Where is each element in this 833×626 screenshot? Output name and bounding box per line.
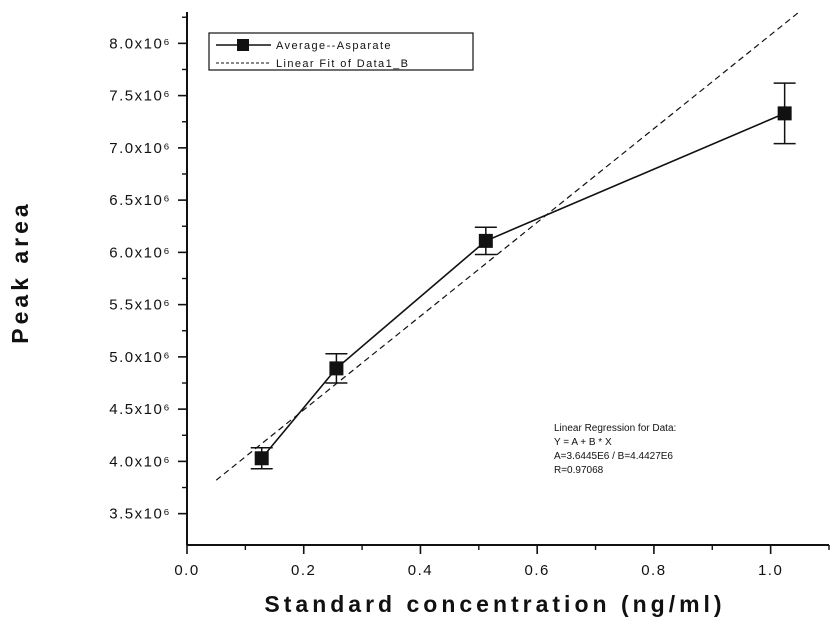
legend-box: [208, 32, 474, 71]
legend: Average--Asparate Linear Fit of Data1_B: [208, 32, 474, 71]
y-tick-label: 7.5x10⁶: [109, 88, 171, 105]
y-axis-ticks: 3.5x10⁶ 4.0x10⁶ 4.5x10⁶ 5.0x10⁶ 5.5x10⁶ 6.0x1…: [109, 16, 187, 523]
annotation-line: R=0.97068: [554, 465, 604, 476]
data-point-marker: [478, 233, 493, 248]
x-axis-title: Standard concentration (ng/ml): [264, 591, 725, 617]
axes: [186, 12, 829, 546]
y-axis-title: Peak area: [7, 200, 33, 343]
legend-item-linear-fit: Linear Fit of Data1_B: [216, 58, 409, 70]
x-tick-label: 0.0: [174, 562, 199, 579]
y-tick-label: 4.5x10⁶: [109, 401, 171, 418]
legend-item-average-asparate: Average--Asparate: [216, 39, 392, 52]
y-tick-label: 5.5x10⁶: [109, 297, 171, 314]
legend-square-marker: [237, 39, 249, 51]
regression-annotation: Linear Regression for Data: Y = A + B * …: [554, 423, 676, 476]
data-point-marker: [329, 361, 344, 376]
y-tick-label: 6.5x10⁶: [109, 192, 171, 209]
series-layer: [215, 11, 800, 481]
y-tick-label: 4.0x10⁶: [109, 453, 171, 470]
legend-label: Average--Asparate: [276, 40, 392, 52]
y-tick-label: 5.0x10⁶: [109, 349, 171, 366]
y-tick-label: 7.0x10⁶: [109, 140, 171, 157]
annotation-line: Y = A + B * X: [554, 437, 612, 448]
y-tick-label: 6.0x10⁶: [109, 244, 171, 261]
average-asparate-line: [261, 112, 785, 459]
x-tick-label: 0.4: [408, 562, 433, 579]
y-tick-label: 3.5x10⁶: [109, 506, 171, 523]
x-tick-label: 0.2: [291, 562, 316, 579]
x-tick-label: 0.6: [525, 562, 550, 579]
x-tick-label: 0.8: [641, 562, 666, 579]
annotation-line: Linear Regression for Data:: [554, 423, 676, 434]
data-point-marker: [777, 106, 792, 121]
data-point-marker: [254, 451, 269, 466]
linear-fit-line: [215, 11, 800, 481]
legend-label: Linear Fit of Data1_B: [276, 58, 409, 70]
x-tick-label: 1.0: [758, 562, 783, 579]
annotation-line: A=3.6445E6 / B=4.4427E6: [554, 451, 673, 462]
x-axis-ticks: 0.0 0.2 0.4 0.6 0.8 1.0: [174, 545, 830, 579]
y-tick-label: 8.0x10⁶: [109, 35, 171, 52]
